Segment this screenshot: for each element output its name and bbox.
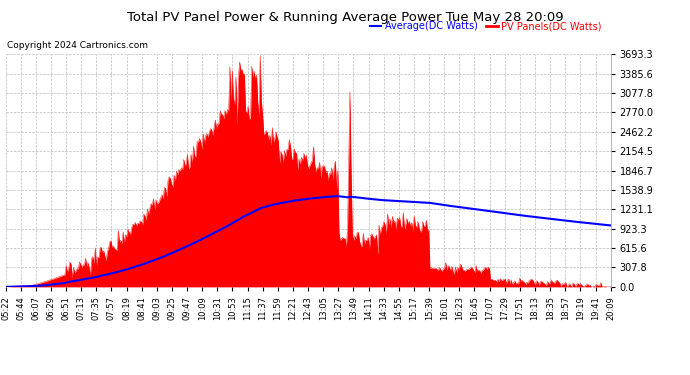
Text: Total PV Panel Power & Running Average Power Tue May 28 20:09: Total PV Panel Power & Running Average P…	[127, 11, 563, 24]
Text: Copyright 2024 Cartronics.com: Copyright 2024 Cartronics.com	[7, 41, 148, 50]
Legend: Average(DC Watts), PV Panels(DC Watts): Average(DC Watts), PV Panels(DC Watts)	[366, 17, 606, 35]
